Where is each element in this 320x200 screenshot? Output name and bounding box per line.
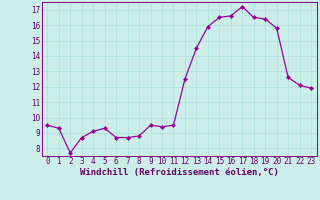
X-axis label: Windchill (Refroidissement éolien,°C): Windchill (Refroidissement éolien,°C) xyxy=(80,168,279,177)
